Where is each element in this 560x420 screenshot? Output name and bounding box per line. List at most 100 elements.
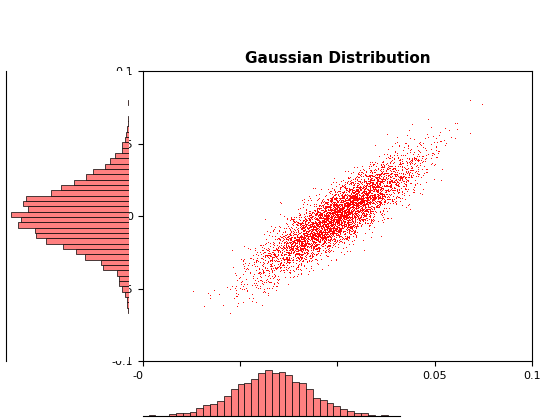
Point bbox=[304, 231, 313, 237]
Point bbox=[327, 209, 336, 216]
Point bbox=[331, 208, 340, 215]
Point bbox=[352, 202, 361, 209]
Point bbox=[387, 196, 396, 202]
Point bbox=[341, 219, 350, 226]
Point bbox=[307, 215, 316, 221]
Point bbox=[323, 234, 332, 240]
Point bbox=[290, 231, 298, 237]
Point bbox=[308, 231, 317, 237]
Point bbox=[246, 268, 255, 275]
Point bbox=[311, 220, 320, 226]
Point bbox=[340, 214, 349, 220]
Point bbox=[335, 227, 344, 234]
Point bbox=[332, 191, 340, 198]
Point bbox=[319, 225, 328, 231]
Point bbox=[302, 259, 311, 265]
Point bbox=[339, 219, 348, 226]
Point bbox=[328, 226, 337, 232]
Point bbox=[347, 204, 356, 210]
Point bbox=[323, 213, 332, 219]
Point bbox=[309, 243, 318, 250]
Point bbox=[356, 180, 365, 187]
Point bbox=[340, 223, 349, 230]
Point bbox=[318, 199, 327, 206]
Point bbox=[358, 217, 367, 224]
Point bbox=[272, 254, 281, 261]
Point bbox=[390, 159, 399, 165]
Point bbox=[368, 207, 377, 214]
Point bbox=[355, 207, 364, 214]
Point bbox=[320, 223, 329, 230]
Point bbox=[357, 208, 366, 215]
Point bbox=[332, 196, 341, 202]
Point bbox=[283, 254, 292, 260]
Point bbox=[337, 225, 346, 231]
Point bbox=[301, 215, 310, 222]
Point bbox=[353, 187, 362, 194]
Point bbox=[338, 219, 347, 226]
Point bbox=[376, 233, 385, 240]
Point bbox=[355, 214, 364, 221]
Point bbox=[363, 173, 372, 180]
Point bbox=[293, 241, 302, 248]
Point bbox=[374, 185, 383, 192]
Point bbox=[278, 254, 287, 260]
Point bbox=[365, 210, 374, 217]
Point bbox=[329, 224, 338, 231]
Point bbox=[333, 208, 342, 215]
Point bbox=[344, 196, 353, 202]
Point bbox=[296, 231, 305, 238]
Point bbox=[294, 250, 303, 257]
Point bbox=[268, 256, 277, 262]
Point bbox=[313, 248, 322, 255]
Point bbox=[375, 175, 384, 181]
Point bbox=[370, 193, 379, 199]
Point bbox=[348, 195, 357, 202]
Point bbox=[297, 232, 306, 239]
Point bbox=[273, 276, 282, 282]
Point bbox=[357, 204, 366, 210]
Point bbox=[296, 224, 305, 231]
Point bbox=[334, 218, 343, 225]
Point bbox=[324, 219, 333, 226]
Point bbox=[286, 226, 295, 233]
Point bbox=[344, 201, 353, 207]
Point bbox=[348, 206, 357, 213]
Point bbox=[303, 219, 312, 226]
Point bbox=[358, 189, 367, 196]
Point bbox=[307, 238, 316, 245]
Point bbox=[405, 157, 414, 164]
Point bbox=[315, 212, 324, 219]
Point bbox=[292, 250, 301, 257]
Point bbox=[348, 200, 357, 207]
Point bbox=[281, 264, 290, 270]
Point bbox=[358, 201, 367, 207]
Point bbox=[304, 219, 313, 226]
Point bbox=[344, 225, 353, 232]
Point bbox=[285, 249, 294, 256]
Point bbox=[353, 200, 362, 206]
Point bbox=[347, 214, 356, 220]
Point bbox=[352, 205, 361, 212]
Point bbox=[272, 264, 281, 271]
Point bbox=[343, 202, 352, 209]
Point bbox=[323, 228, 332, 234]
Point bbox=[307, 250, 316, 257]
Point bbox=[270, 233, 279, 240]
Point bbox=[383, 165, 392, 172]
Point bbox=[340, 213, 349, 220]
Point bbox=[348, 204, 357, 210]
Point bbox=[346, 199, 354, 205]
Point bbox=[254, 277, 263, 284]
Point bbox=[304, 238, 312, 244]
Point bbox=[364, 202, 373, 209]
Point bbox=[331, 232, 340, 239]
Point bbox=[382, 165, 391, 172]
Point bbox=[314, 207, 323, 214]
Point bbox=[362, 181, 371, 188]
Point bbox=[400, 196, 409, 203]
Point bbox=[307, 236, 316, 243]
Point bbox=[337, 197, 346, 204]
Point bbox=[328, 196, 337, 203]
Point bbox=[337, 197, 346, 204]
